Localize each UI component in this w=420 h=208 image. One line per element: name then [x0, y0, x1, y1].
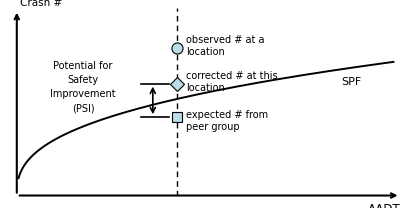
Text: Potential for
Safety
Improvement
(PSI): Potential for Safety Improvement (PSI) — [50, 61, 116, 113]
Text: AADT: AADT — [368, 203, 400, 208]
Text: corrected # at this
location: corrected # at this location — [186, 71, 278, 93]
Text: expected # from
peer group: expected # from peer group — [186, 109, 268, 132]
Text: Crash #: Crash # — [20, 0, 63, 8]
Text: SPF: SPF — [341, 77, 361, 87]
Text: observed # at a
location: observed # at a location — [186, 35, 265, 57]
